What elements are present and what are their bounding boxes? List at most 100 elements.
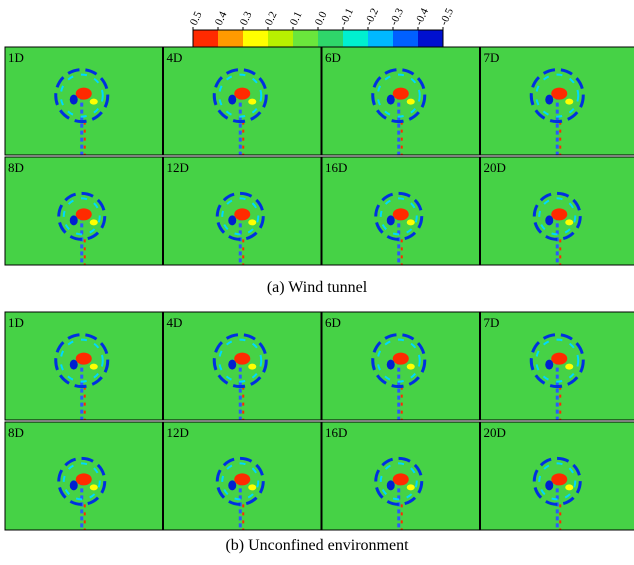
vortex-ring-inner <box>59 73 104 118</box>
vortex-core-dark <box>545 94 554 105</box>
vortex-ring <box>215 191 265 241</box>
vortex-core-yellow <box>89 219 98 226</box>
panel-frame <box>321 421 480 531</box>
panel-label: 12D <box>167 160 189 175</box>
vortex-core <box>392 208 409 221</box>
panel-frame <box>163 311 322 421</box>
vortex-core-dark <box>386 215 395 226</box>
panel-label: 8D <box>8 160 24 175</box>
vortex-core-yellow <box>89 484 98 491</box>
vortex-core-yellow <box>406 484 415 491</box>
colorbar-tick-label: 0.4 <box>213 9 230 27</box>
panel-label: 20D <box>484 160 506 175</box>
panel-background <box>5 47 163 155</box>
flow-panel: 6D <box>321 311 480 421</box>
vortex-core-dark <box>69 359 78 370</box>
vortex-core <box>75 352 92 365</box>
panel-frame <box>480 421 634 531</box>
panel-label: 1D <box>8 50 24 65</box>
panel-frame <box>4 421 163 531</box>
vortex-core <box>234 352 251 365</box>
colorbar-segment <box>293 30 319 48</box>
colorbar-tick-label: 0.0 <box>313 9 330 27</box>
vortex-core <box>75 473 92 486</box>
vortex-ring <box>529 333 585 389</box>
panel-label: 12D <box>167 425 189 440</box>
vortex-core <box>551 87 568 100</box>
colorbar-segment <box>418 30 444 48</box>
panel-frame <box>480 46 634 156</box>
colorbar-tick-label: 0.2 <box>263 10 280 28</box>
vortex-core-yellow <box>248 219 257 226</box>
vortex-ring <box>212 68 268 124</box>
panel-background <box>163 47 321 155</box>
vortex-core-yellow <box>89 363 98 370</box>
vortex-core-yellow <box>406 219 415 226</box>
vortex-core <box>234 473 251 486</box>
vortex-core-dark <box>228 480 237 491</box>
panel-background <box>322 312 480 420</box>
vortex-ring <box>57 456 107 506</box>
flow-panel: 16D <box>321 421 480 531</box>
flow-panel: 4D <box>163 46 322 156</box>
vortex-ring-inner <box>221 462 260 501</box>
colorbar-tick-label: -0.3 <box>388 6 406 27</box>
vortex-ring-inner <box>221 197 260 236</box>
colorbar-tick-label: -0.1 <box>338 6 356 27</box>
colorbar-segment <box>318 30 344 48</box>
colorbar-tick-label: -0.2 <box>363 6 381 27</box>
vortex-ring-inner <box>379 462 418 501</box>
vortex-core-yellow <box>565 484 574 491</box>
vortex-core-yellow <box>89 98 98 105</box>
vortex-core-yellow <box>248 363 257 370</box>
flow-panel: 20D <box>480 421 634 531</box>
vortex-core-yellow <box>565 363 574 370</box>
panel-background <box>480 312 634 420</box>
flow-panel: 20D <box>480 156 634 266</box>
vortex-ring-inner <box>218 73 263 118</box>
panel-label: 7D <box>484 315 500 330</box>
vortex-core-dark <box>386 94 395 105</box>
vortex-core-dark <box>228 94 237 105</box>
vortex-ring-inner <box>538 197 577 236</box>
panel-frame <box>4 46 163 156</box>
flow-panel: 8D <box>4 421 163 531</box>
colorbar-segment <box>268 30 294 48</box>
vortex-core-dark <box>228 359 237 370</box>
flow-panel: 8D <box>4 156 163 266</box>
panel-frame <box>480 156 634 266</box>
flow-panel: 1D <box>4 311 163 421</box>
vortex-core <box>551 208 568 221</box>
vortex-ring-inner <box>62 197 101 236</box>
panel-label: 6D <box>325 50 341 65</box>
panel-frame <box>4 156 163 266</box>
colorbar-segment <box>218 30 244 48</box>
panel-label: 6D <box>325 315 341 330</box>
panel-background <box>480 47 634 155</box>
flow-panel: 1D <box>4 46 163 156</box>
panel-background <box>5 312 163 420</box>
vortex-ring <box>54 68 110 124</box>
colorbar-segment <box>343 30 369 48</box>
vortex-core-dark <box>69 480 78 491</box>
vortex-ring-inner <box>376 338 421 383</box>
caption: (b) Unconfined environment <box>225 537 409 554</box>
vortex-ring <box>371 333 427 389</box>
vortex-core-yellow <box>248 484 257 491</box>
vortex-core-dark <box>386 480 395 491</box>
vortex-core <box>75 208 92 221</box>
vortex-core-dark <box>545 359 554 370</box>
colorbar-segment <box>368 30 394 48</box>
panel-frame <box>163 156 322 266</box>
panel-label: 4D <box>167 50 183 65</box>
vortex-ring-inner <box>379 197 418 236</box>
panel-label: 7D <box>484 50 500 65</box>
vortex-core <box>234 208 251 221</box>
flow-panel: 6D <box>321 46 480 156</box>
vortex-core-dark <box>228 215 237 226</box>
panel-frame <box>321 311 480 421</box>
vortex-core <box>392 352 409 365</box>
vortex-core <box>551 473 568 486</box>
panel-frame <box>321 46 480 156</box>
